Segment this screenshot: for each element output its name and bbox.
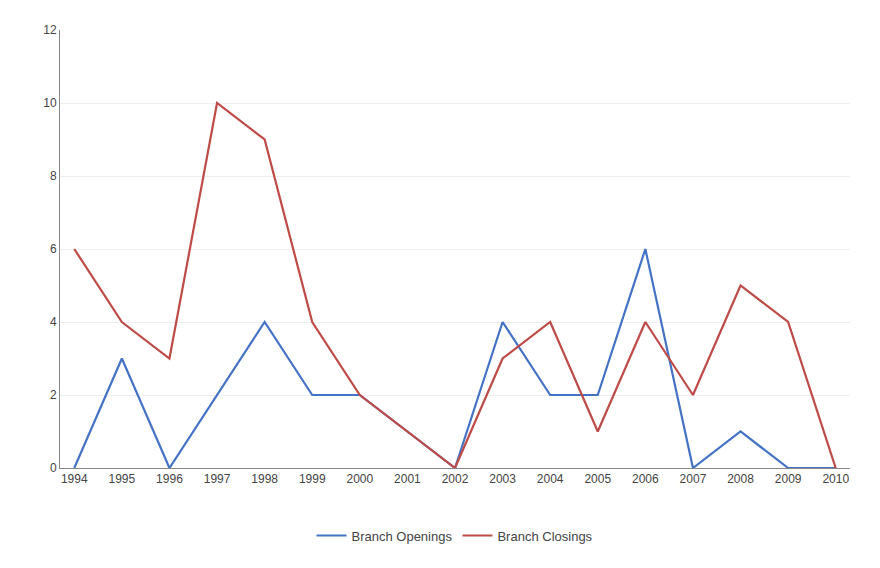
svg-text:2000: 2000 [346,472,373,486]
svg-text:12: 12 [43,23,57,37]
svg-text:2001: 2001 [394,472,421,486]
svg-text:2006: 2006 [632,472,659,486]
svg-text:1998: 1998 [251,472,278,486]
svg-text:2002: 2002 [442,472,469,486]
svg-text:1997: 1997 [204,472,231,486]
svg-text:Branch Closings: Branch Closings [497,529,592,544]
svg-text:0: 0 [50,461,57,475]
svg-text:8: 8 [50,169,57,183]
svg-text:6: 6 [50,242,57,256]
svg-text:1996: 1996 [156,472,183,486]
svg-text:2009: 2009 [775,472,802,486]
svg-text:Branch Openings: Branch Openings [352,529,453,544]
svg-text:2007: 2007 [680,472,707,486]
svg-text:2005: 2005 [584,472,611,486]
svg-text:2003: 2003 [489,472,516,486]
svg-text:4: 4 [50,315,57,329]
svg-text:10: 10 [43,96,57,110]
svg-text:2008: 2008 [727,472,754,486]
svg-text:1999: 1999 [299,472,326,486]
svg-text:2004: 2004 [537,472,564,486]
svg-text:1995: 1995 [109,472,136,486]
svg-text:2: 2 [50,388,57,402]
svg-text:2010: 2010 [822,472,849,486]
svg-text:1994: 1994 [61,472,88,486]
